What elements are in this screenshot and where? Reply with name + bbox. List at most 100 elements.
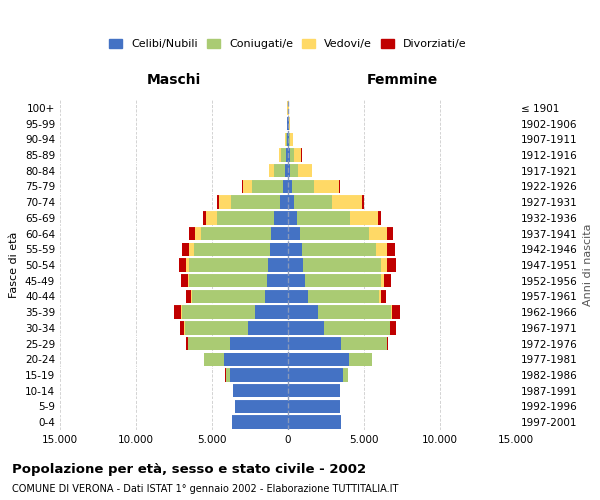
Bar: [288, 337, 341, 350]
Bar: [381, 274, 384, 287]
Bar: [274, 211, 288, 224]
Bar: [267, 274, 288, 287]
Bar: [300, 227, 368, 240]
Bar: [230, 337, 288, 350]
Bar: [254, 306, 288, 319]
Bar: [192, 290, 265, 303]
Y-axis label: Fasce di età: Fasce di età: [10, 232, 19, 298]
Bar: [387, 337, 388, 350]
Bar: [285, 164, 288, 177]
Bar: [377, 211, 381, 224]
Bar: [305, 274, 381, 287]
Bar: [288, 274, 305, 287]
Text: Femmine: Femmine: [367, 74, 437, 88]
Bar: [280, 196, 288, 209]
Bar: [235, 400, 288, 413]
Bar: [189, 274, 267, 287]
Bar: [303, 258, 381, 272]
Bar: [288, 416, 341, 429]
Bar: [387, 242, 395, 256]
Bar: [265, 290, 288, 303]
Bar: [206, 211, 217, 224]
Bar: [288, 164, 290, 177]
Bar: [188, 337, 230, 350]
Bar: [182, 242, 189, 256]
Bar: [325, 321, 390, 334]
Bar: [287, 132, 288, 146]
Bar: [232, 416, 288, 429]
Bar: [390, 321, 395, 334]
Bar: [384, 274, 391, 287]
Bar: [180, 321, 184, 334]
Bar: [293, 148, 301, 162]
Bar: [288, 306, 319, 319]
Bar: [288, 400, 340, 413]
Bar: [292, 180, 314, 193]
Bar: [288, 132, 289, 146]
Bar: [319, 306, 391, 319]
Bar: [387, 258, 396, 272]
Bar: [217, 211, 274, 224]
Bar: [230, 368, 288, 382]
Bar: [194, 242, 270, 256]
Bar: [226, 368, 230, 382]
Bar: [368, 227, 387, 240]
Bar: [182, 306, 254, 319]
Bar: [297, 211, 350, 224]
Bar: [186, 290, 191, 303]
Bar: [288, 211, 297, 224]
Bar: [286, 148, 288, 162]
Bar: [269, 164, 274, 177]
Bar: [392, 306, 400, 319]
Bar: [308, 290, 379, 303]
Bar: [186, 258, 189, 272]
Bar: [288, 227, 300, 240]
Bar: [274, 164, 285, 177]
Bar: [286, 132, 287, 146]
Bar: [187, 337, 188, 350]
Bar: [379, 290, 381, 303]
Bar: [349, 352, 371, 366]
Bar: [202, 227, 271, 240]
Bar: [312, 164, 313, 177]
Bar: [302, 242, 376, 256]
Bar: [387, 227, 393, 240]
Bar: [185, 321, 248, 334]
Bar: [288, 384, 340, 398]
Bar: [288, 242, 302, 256]
Bar: [189, 227, 194, 240]
Bar: [270, 242, 288, 256]
Bar: [289, 132, 290, 146]
Bar: [194, 227, 202, 240]
Bar: [189, 258, 268, 272]
Bar: [288, 321, 325, 334]
Bar: [224, 352, 288, 366]
Bar: [252, 180, 283, 193]
Bar: [381, 290, 386, 303]
Bar: [205, 352, 224, 366]
Bar: [314, 180, 340, 193]
Bar: [175, 306, 181, 319]
Bar: [290, 164, 298, 177]
Text: COMUNE DI VERONA - Dati ISTAT 1° gennaio 2002 - Elaborazione TUTTITALIA.IT: COMUNE DI VERONA - Dati ISTAT 1° gennaio…: [12, 484, 398, 494]
Bar: [279, 148, 281, 162]
Bar: [271, 227, 288, 240]
Bar: [341, 337, 387, 350]
Text: Popolazione per età, sesso e stato civile - 2002: Popolazione per età, sesso e stato civil…: [12, 462, 366, 475]
Bar: [288, 148, 290, 162]
Bar: [381, 258, 387, 272]
Bar: [243, 180, 252, 193]
Bar: [191, 290, 192, 303]
Y-axis label: Anni di nascita: Anni di nascita: [583, 224, 593, 306]
Bar: [268, 258, 288, 272]
Bar: [289, 117, 290, 130]
Bar: [189, 242, 194, 256]
Bar: [181, 274, 188, 287]
Bar: [233, 384, 288, 398]
Bar: [288, 368, 343, 382]
Bar: [290, 132, 293, 146]
Bar: [350, 211, 377, 224]
Bar: [391, 306, 392, 319]
Bar: [362, 196, 364, 209]
Bar: [242, 180, 243, 193]
